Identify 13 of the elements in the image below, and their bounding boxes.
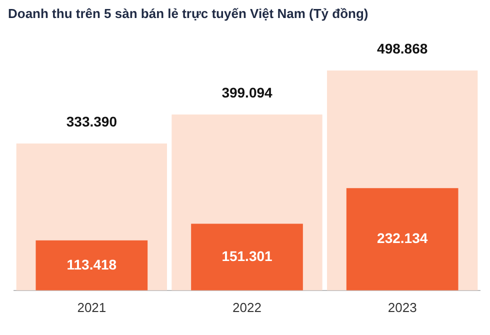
bar [36,240,148,290]
chart-title: Doanh thu trên 5 sàn bán lẻ trực tuyến Việt Nam (Tỷ đồng) [8,6,368,21]
data-label: 498.868 [377,40,428,56]
data-label: 333.390 [66,113,118,130]
x-tick-label: 2022 [232,300,262,315]
bar [346,188,458,290]
x-tick-label: 2023 [388,300,417,315]
data-label: 232.134 [377,230,428,246]
data-label: 113.418 [66,256,117,272]
bar [191,224,303,290]
data-label: 151.301 [222,248,273,264]
data-label: 399.094 [222,84,273,100]
x-tick-label: 2021 [77,300,106,315]
